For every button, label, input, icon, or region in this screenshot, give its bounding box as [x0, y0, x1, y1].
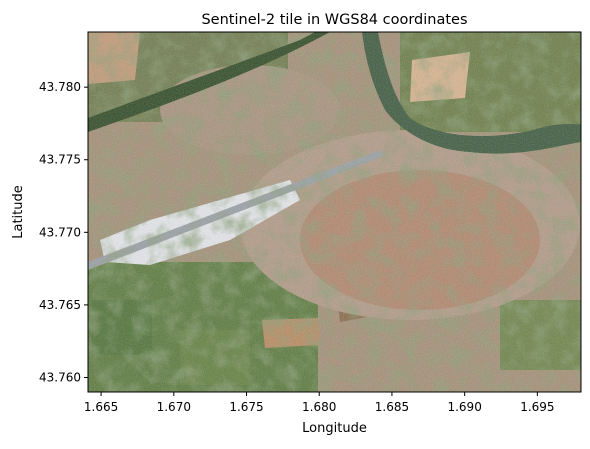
x-tick-label: 1.670	[157, 400, 191, 414]
x-axis-label: Longitude	[302, 421, 367, 436]
x-tick-label: 1.685	[375, 400, 409, 414]
y-tick-label: 43.780	[39, 80, 81, 94]
y-tick-label: 43.775	[39, 153, 81, 167]
y-tick-label: 43.760	[39, 370, 81, 384]
plot-frame	[87, 31, 582, 393]
x-tick-label: 1.695	[520, 400, 554, 414]
y-axis-ticks: 43.760 43.765 43.770 43.775 43.780	[39, 80, 88, 384]
x-tick-label: 1.690	[447, 400, 481, 414]
y-tick-label: 43.765	[39, 298, 81, 312]
satellite-image	[88, 32, 581, 392]
chart-title: Sentinel-2 tile in WGS84 coordinates	[201, 12, 467, 28]
x-tick-label: 1.675	[229, 400, 263, 414]
x-axis-ticks: 1.665 1.670 1.675 1.680 1.685 1.690 1.695	[84, 392, 555, 414]
y-tick-label: 43.770	[39, 225, 81, 239]
x-tick-label: 1.680	[302, 400, 336, 414]
x-tick-label: 1.665	[84, 400, 118, 414]
image-grain	[88, 32, 581, 392]
y-axis-label: Latitude	[11, 185, 26, 239]
